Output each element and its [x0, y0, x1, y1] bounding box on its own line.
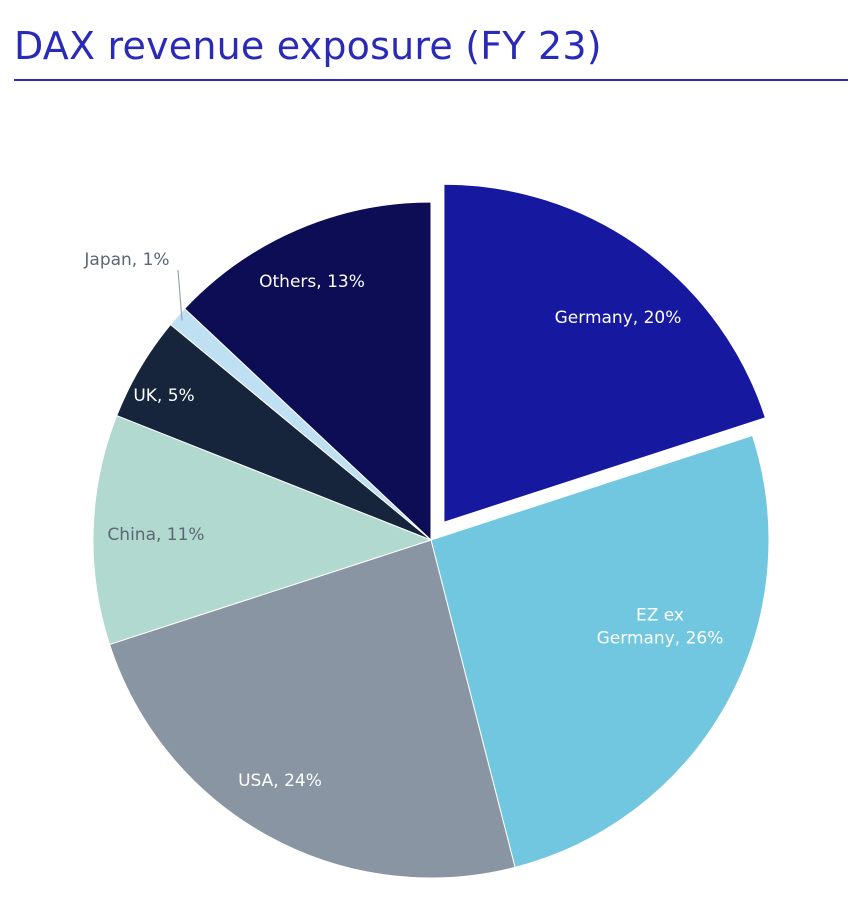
slice-label-others: Others, 13% — [259, 272, 365, 292]
slice-label-germany: Germany, 20% — [555, 308, 682, 328]
slice-label-china: China, 11% — [107, 525, 204, 545]
pie-slice-germany — [443, 183, 767, 523]
pie-slice-ez-ex-germany — [430, 434, 770, 868]
pie-slice-others — [183, 201, 432, 542]
slice-label-japan: Japan, 1% — [83, 250, 169, 270]
slice-label-usa: USA, 24% — [238, 771, 322, 791]
chart-title: DAX revenue exposure (FY 23) — [14, 24, 602, 68]
slice-label-ez-ex-germany: EZ ex Germany, 26% — [597, 606, 724, 649]
slice-label-uk: UK, 5% — [133, 386, 194, 406]
leader-line-japan — [177, 269, 183, 321]
pie-slice-china — [92, 414, 433, 646]
title-underline — [14, 79, 848, 81]
pie-slice-usa — [108, 539, 516, 879]
